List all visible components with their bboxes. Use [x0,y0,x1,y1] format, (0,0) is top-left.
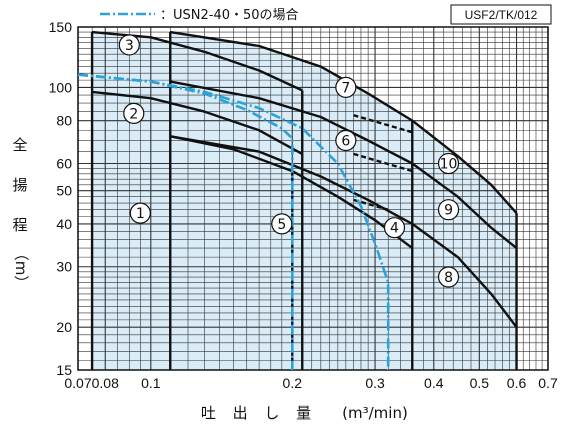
number-circle [129,202,151,224]
dashed-link [353,198,389,211]
performance-curve [170,135,414,250]
number-label: 5 [277,217,286,233]
x-tick-label: 0.5 [470,375,490,391]
number-label: 7 [341,80,350,96]
chart-code: USF2/TK/012 [465,8,538,22]
y-tick-label: 30 [56,259,72,275]
number-label: 3 [125,38,134,54]
xlabel-unit: (m³/min) [342,404,408,422]
y-tick-label: 50 [56,183,72,199]
performance-curve [170,135,518,328]
y-tick-label: 100 [49,79,73,95]
y-tick-label: 20 [56,319,72,335]
dashed-link [353,152,413,173]
xlabel-text: 吐 出 し 量 [201,404,317,422]
y-tick-label: 40 [56,216,72,232]
number-label: 8 [444,270,453,286]
number-circle [437,152,460,175]
ylabel-unit: （m） [12,246,30,291]
performance-curve [170,30,518,214]
grid-layer: 0.07 0.08 0.1 0.2 0.3 0.4 0.5 0.6 0.715203040506… [49,19,558,391]
labels-layer: 1 2 3 4 5 6 7 8 9 10 [118,34,460,288]
ylabel-char-3: 程 [12,216,27,234]
y-tick-label: 150 [49,19,73,35]
number-circle [383,217,406,239]
number-circle [437,266,460,288]
x-tick-label: 0.1 [141,375,161,391]
y-tick-label: 80 [56,113,72,129]
performance-curve [91,90,303,155]
ylabel-char-1: 全 [12,136,27,154]
number-label: 6 [341,134,350,150]
x-tick-label: 0.08 [92,375,119,391]
y-tick-label: 15 [56,362,72,378]
x-tick-label: 0.6 [507,375,527,391]
number-circle [335,129,357,152]
number-label: 4 [390,221,399,237]
dashdot-curve [77,73,390,370]
ylabel-char-2: 揚 [12,176,27,194]
dashed-link [353,114,413,134]
number-label: 10 [440,156,458,172]
chart-code-box [450,4,552,25]
x-tick-label: 0.07 [64,375,91,391]
number-circle [118,34,140,56]
x-tick-label: 0.7 [538,375,558,391]
number-label: 9 [444,203,453,219]
number-circle [123,102,145,124]
performance-curve [170,80,518,250]
x-tick-label: 0.3 [365,375,385,391]
number-circle [271,213,293,235]
x-tick-label: 0.4 [424,375,444,391]
x-tick-label: 0.2 [283,375,303,391]
number-label: 1 [136,206,145,222]
plot-frame [77,26,549,371]
y-tick-label: 60 [56,155,72,171]
number-circle [437,199,460,221]
legend-dashdot-label: ：USN2-40・50の場合 [160,8,299,23]
number-circle [335,76,357,98]
number-label: 2 [129,106,138,122]
